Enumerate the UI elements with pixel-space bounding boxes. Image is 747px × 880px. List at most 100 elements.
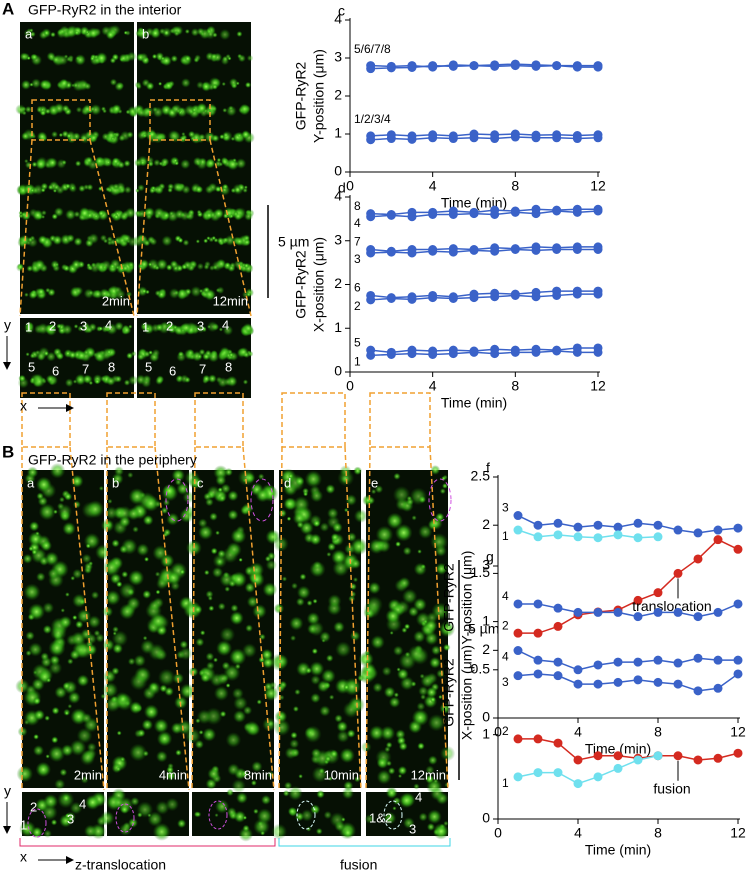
spot-label: 1&2 [369, 810, 392, 825]
spot [438, 694, 443, 700]
arrow-head [3, 826, 11, 834]
spot [54, 778, 66, 790]
point [513, 599, 523, 609]
point [593, 533, 603, 543]
y-tick-label: 3 [334, 49, 342, 65]
image-label: b [142, 26, 149, 41]
scale-label: 5 µm [278, 234, 309, 250]
spot [40, 652, 50, 661]
spot [196, 209, 202, 215]
spot [136, 353, 145, 361]
spot [203, 263, 210, 270]
spot [26, 265, 34, 272]
panel-title: GFP-RyR2 in the periphery [28, 452, 197, 468]
spot [118, 694, 128, 704]
spot [260, 794, 272, 805]
spot [102, 681, 119, 699]
spot [206, 320, 219, 333]
spot-label: 6 [52, 363, 59, 378]
point [533, 520, 543, 530]
spot [85, 794, 101, 810]
spot [119, 756, 126, 763]
spot [197, 524, 214, 540]
point [593, 520, 603, 530]
spot [16, 765, 34, 783]
spot [246, 54, 254, 62]
spot [64, 710, 70, 716]
spot [157, 291, 165, 299]
arrow-head [66, 404, 74, 412]
spot [273, 718, 291, 737]
spot [204, 569, 210, 576]
spot [52, 235, 63, 246]
spot [63, 264, 70, 272]
spot-label: 5 [28, 359, 35, 374]
spot [118, 582, 137, 600]
spot [387, 767, 396, 775]
spot [62, 681, 71, 691]
point [613, 607, 623, 617]
point [552, 245, 562, 254]
spot [346, 532, 357, 543]
spot [29, 82, 34, 87]
image-label: e [371, 475, 378, 490]
roi-box [21, 392, 71, 448]
spot [296, 585, 311, 600]
point [653, 751, 663, 761]
spot [431, 602, 450, 621]
spot [40, 539, 53, 552]
spot [397, 773, 403, 779]
spot [204, 349, 212, 357]
spot [179, 640, 189, 649]
annotation: 2 [502, 724, 509, 738]
zoom-line [365, 446, 371, 791]
y-tick-label: 3 [482, 557, 490, 573]
spot [233, 695, 248, 711]
spot [142, 750, 149, 757]
annotation: 1 [502, 529, 509, 543]
y-tick-label: 3 [334, 231, 342, 247]
point [510, 347, 520, 357]
spot [136, 543, 150, 557]
spot [83, 82, 92, 90]
spot [179, 135, 187, 143]
spot [190, 285, 202, 298]
spot [64, 813, 71, 819]
annotation: 3 [502, 675, 509, 689]
spot [138, 263, 144, 269]
panel-letter: B [2, 442, 14, 461]
spot [218, 327, 224, 332]
spot [70, 259, 82, 271]
spot [404, 623, 411, 630]
spot [54, 262, 60, 267]
spot [117, 161, 125, 169]
point [533, 669, 543, 679]
spot [311, 648, 318, 655]
spot [244, 211, 254, 221]
x-axis-label: Time (min) [441, 395, 507, 411]
spot [25, 631, 35, 641]
spot [290, 635, 297, 642]
spot [304, 725, 322, 743]
spot [296, 521, 304, 529]
spot [31, 53, 38, 61]
spot [353, 466, 362, 476]
spot [47, 567, 60, 580]
spot [66, 133, 72, 139]
spot [206, 236, 211, 241]
spot [126, 507, 141, 521]
spot [217, 602, 226, 611]
spot [436, 669, 446, 679]
spot [72, 82, 79, 89]
spot [439, 745, 456, 762]
point [633, 533, 643, 543]
spot [246, 595, 259, 608]
spot [244, 81, 252, 89]
spot [66, 233, 75, 243]
spot [149, 27, 161, 39]
spot [88, 233, 99, 244]
point [533, 532, 543, 542]
spot [137, 728, 146, 738]
spot [127, 261, 135, 269]
